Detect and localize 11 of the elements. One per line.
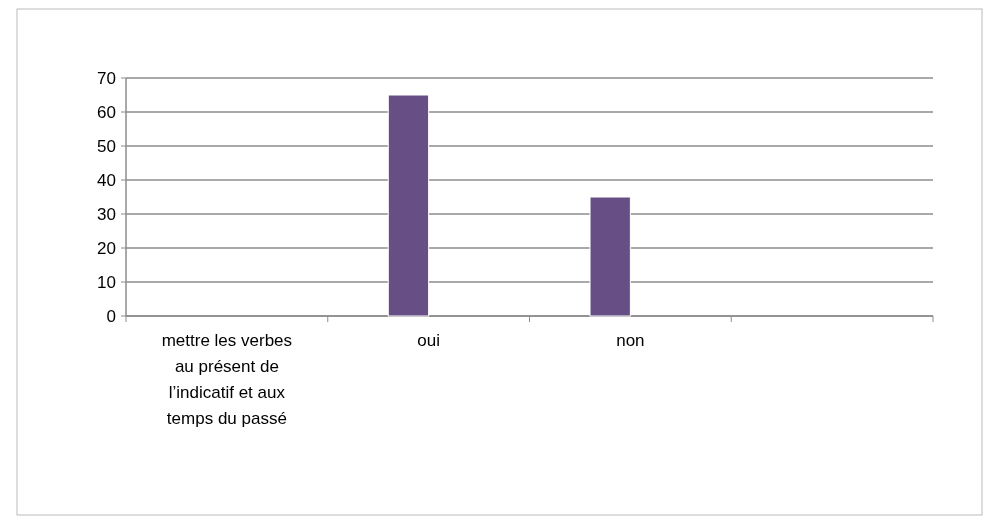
y-tick-label: 0 [106, 306, 116, 326]
y-tick-label: 60 [97, 102, 116, 122]
x-tick-label: oui [417, 331, 440, 350]
x-tick-label: non [616, 331, 645, 350]
y-tick-label: 20 [97, 238, 116, 258]
y-tick-label: 40 [97, 170, 116, 190]
y-tick-label: 10 [97, 272, 116, 292]
y-tick-label: 30 [97, 204, 116, 224]
x-tick-label: mettre les verbes au présent de l’indicatif et aux temps du passé [161, 331, 293, 428]
y-tick-label: 70 [97, 68, 116, 88]
y-tick-label: 50 [97, 136, 116, 156]
